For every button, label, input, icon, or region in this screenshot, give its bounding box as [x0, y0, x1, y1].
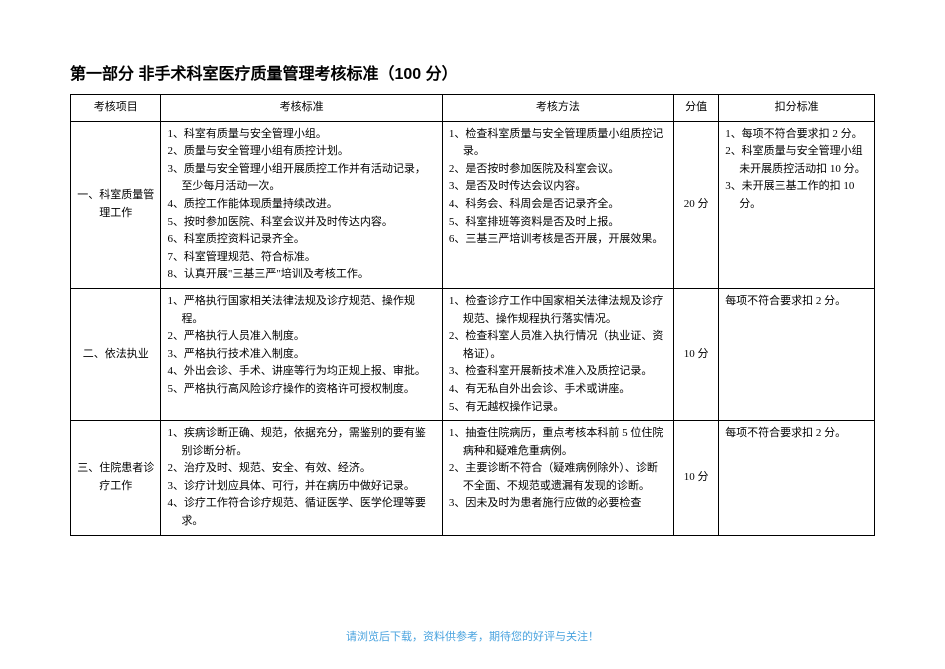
standard-line: 5、按时参加医院、科室会议并及时传达内容。	[167, 214, 435, 232]
deduct-line: 3、未开展三基工作的扣 10 分。	[725, 178, 868, 213]
standard-line: 2、质量与安全管理小组有质控计划。	[167, 143, 435, 161]
assessment-table: 考核项目 考核标准 考核方法 分值 扣分标准 一、科室质量管理工作1、科室有质量…	[70, 94, 875, 536]
method-line: 1、检查诊疗工作中国家相关法律法规及诊疗规范、操作规程执行落实情况。	[449, 293, 667, 328]
cell-method: 1、抽查住院病历，重点考核本科前 5 位住院病种和疑难危重病例。2、主要诊断不符…	[442, 421, 673, 536]
cell-standard: 1、科室有质量与安全管理小组。2、质量与安全管理小组有质控计划。3、质量与安全管…	[161, 121, 442, 288]
standard-line: 2、治疗及时、规范、安全、有效、经济。	[167, 460, 435, 478]
method-line: 3、是否及时传达会议内容。	[449, 178, 667, 196]
standard-line: 7、科室管理规范、符合标准。	[167, 249, 435, 267]
cell-deduct: 每项不符合要求扣 2 分。	[719, 421, 875, 536]
method-line: 2、检查科室人员准入执行情况（执业证、资格证）。	[449, 328, 667, 363]
method-line: 6、三基三严培训考核是否开展，开展效果。	[449, 231, 667, 249]
cell-item: 三、住院患者诊疗工作	[71, 421, 161, 536]
method-line: 4、有无私自外出会诊、手术或讲座。	[449, 381, 667, 399]
method-line: 2、主要诊断不符合（疑难病例除外）、诊断不全面、不规范或遗漏有发现的诊断。	[449, 460, 667, 495]
table-row: 一、科室质量管理工作1、科室有质量与安全管理小组。2、质量与安全管理小组有质控计…	[71, 121, 875, 288]
standard-line: 6、科室质控资料记录齐全。	[167, 231, 435, 249]
cell-standard: 1、严格执行国家相关法律法规及诊疗规范、操作规程。2、严格执行人员准入制度。3、…	[161, 288, 442, 420]
standard-line: 5、严格执行高风险诊疗操作的资格许可授权制度。	[167, 381, 435, 399]
method-line: 1、检查科室质量与安全管理质量小组质控记录。	[449, 126, 667, 161]
header-item: 考核项目	[71, 95, 161, 122]
method-line: 2、是否按时参加医院及科室会议。	[449, 161, 667, 179]
standard-line: 1、科室有质量与安全管理小组。	[167, 126, 435, 144]
header-score: 分值	[673, 95, 718, 122]
cell-standard: 1、疾病诊断正确、规范，依据充分，需鉴别的要有鉴别诊断分析。2、治疗及时、规范、…	[161, 421, 442, 536]
page-footer: 请浏览后下载，资料供参考，期待您的好评与关注！	[0, 628, 945, 644]
method-line: 3、检查科室开展新技术准入及质控记录。	[449, 363, 667, 381]
cell-method: 1、检查科室质量与安全管理质量小组质控记录。2、是否按时参加医院及科室会议。3、…	[442, 121, 673, 288]
header-standard: 考核标准	[161, 95, 442, 122]
standard-line: 2、严格执行人员准入制度。	[167, 328, 435, 346]
cell-item: 一、科室质量管理工作	[71, 121, 161, 288]
table-row: 二、依法执业1、严格执行国家相关法律法规及诊疗规范、操作规程。2、严格执行人员准…	[71, 288, 875, 420]
deduct-line: 1、每项不符合要求扣 2 分。	[725, 126, 868, 144]
standard-line: 3、质量与安全管理小组开展质控工作并有活动记录，至少每月活动一次。	[167, 161, 435, 196]
cell-score: 20 分	[673, 121, 718, 288]
standard-line: 3、诊疗计划应具体、可行，并在病历中做好记录。	[167, 478, 435, 496]
cell-score: 10 分	[673, 288, 718, 420]
standard-line: 4、质控工作能体现质量持续改进。	[167, 196, 435, 214]
standard-line: 4、外出会诊、手术、讲座等行为均正规上报、审批。	[167, 363, 435, 381]
page-title: 第一部分 非手术科室医疗质量管理考核标准（100 分）	[70, 60, 875, 84]
deduct-line: 2、科室质量与安全管理小组未开展质控活动扣 10 分。	[725, 143, 868, 178]
standard-line: 1、严格执行国家相关法律法规及诊疗规范、操作规程。	[167, 293, 435, 328]
deduct-line: 每项不符合要求扣 2 分。	[725, 425, 868, 443]
method-line: 3、因未及时为患者施行应做的必要检查	[449, 495, 667, 513]
cell-deduct: 每项不符合要求扣 2 分。	[719, 288, 875, 420]
standard-line: 8、认真开展"三基三严"培训及考核工作。	[167, 266, 435, 284]
table-row: 三、住院患者诊疗工作1、疾病诊断正确、规范，依据充分，需鉴别的要有鉴别诊断分析。…	[71, 421, 875, 536]
method-line: 5、有无越权操作记录。	[449, 399, 667, 417]
header-deduct: 扣分标准	[719, 95, 875, 122]
cell-method: 1、检查诊疗工作中国家相关法律法规及诊疗规范、操作规程执行落实情况。2、检查科室…	[442, 288, 673, 420]
method-line: 4、科务会、科周会是否记录齐全。	[449, 196, 667, 214]
standard-line: 1、疾病诊断正确、规范，依据充分，需鉴别的要有鉴别诊断分析。	[167, 425, 435, 460]
method-line: 1、抽查住院病历，重点考核本科前 5 位住院病种和疑难危重病例。	[449, 425, 667, 460]
method-line: 5、科室排班等资料是否及时上报。	[449, 214, 667, 232]
deduct-line: 每项不符合要求扣 2 分。	[725, 293, 868, 311]
table-header-row: 考核项目 考核标准 考核方法 分值 扣分标准	[71, 95, 875, 122]
header-method: 考核方法	[442, 95, 673, 122]
cell-deduct: 1、每项不符合要求扣 2 分。2、科室质量与安全管理小组未开展质控活动扣 10 …	[719, 121, 875, 288]
cell-item: 二、依法执业	[71, 288, 161, 420]
cell-score: 10 分	[673, 421, 718, 536]
standard-line: 4、诊疗工作符合诊疗规范、循证医学、医学伦理等要求。	[167, 495, 435, 530]
standard-line: 3、严格执行技术准入制度。	[167, 346, 435, 364]
